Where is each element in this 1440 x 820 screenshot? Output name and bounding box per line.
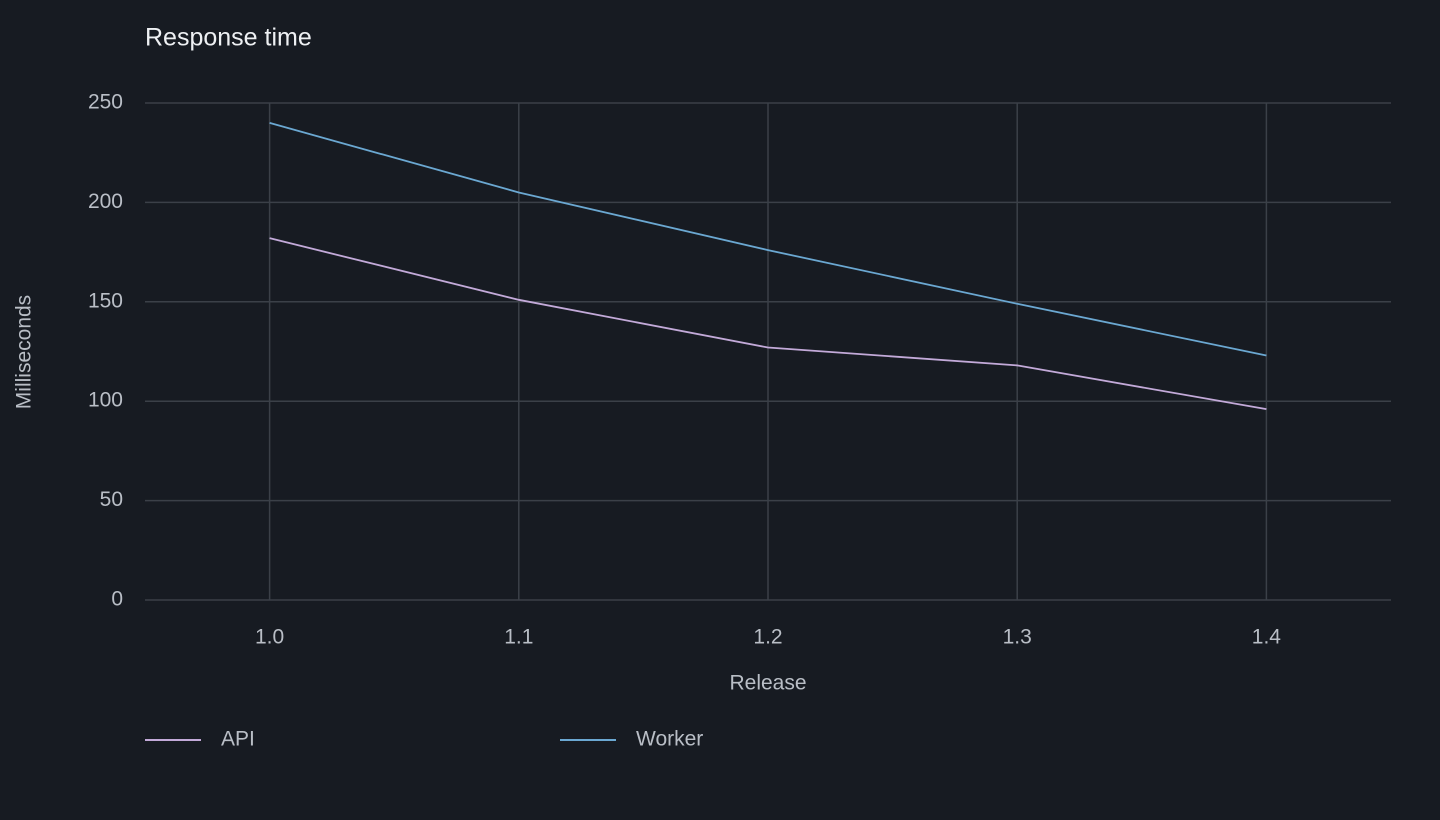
y-tick-label: 0 <box>111 588 123 611</box>
y-tick-label: 50 <box>100 488 123 511</box>
y-tick-label: 200 <box>88 190 123 213</box>
chart-title: Response time <box>145 24 312 52</box>
y-tick-label: 250 <box>88 91 123 114</box>
y-tick-label: 150 <box>88 289 123 312</box>
x-tick-label: 1.3 <box>1003 626 1032 649</box>
y-axis-label: Milliseconds <box>13 295 36 409</box>
series-line <box>269 122 1267 357</box>
y-tick-label: 100 <box>88 389 123 412</box>
series-line <box>269 237 1267 411</box>
x-tick-label: 1.1 <box>504 626 533 649</box>
x-tick-label: 1.0 <box>255 626 284 649</box>
legend-label: Worker <box>636 728 703 751</box>
legend-label: API <box>221 728 255 751</box>
x-tick-label: 1.2 <box>753 626 782 649</box>
x-axis-label: Release <box>729 672 806 695</box>
x-tick-label: 1.4 <box>1252 626 1282 649</box>
